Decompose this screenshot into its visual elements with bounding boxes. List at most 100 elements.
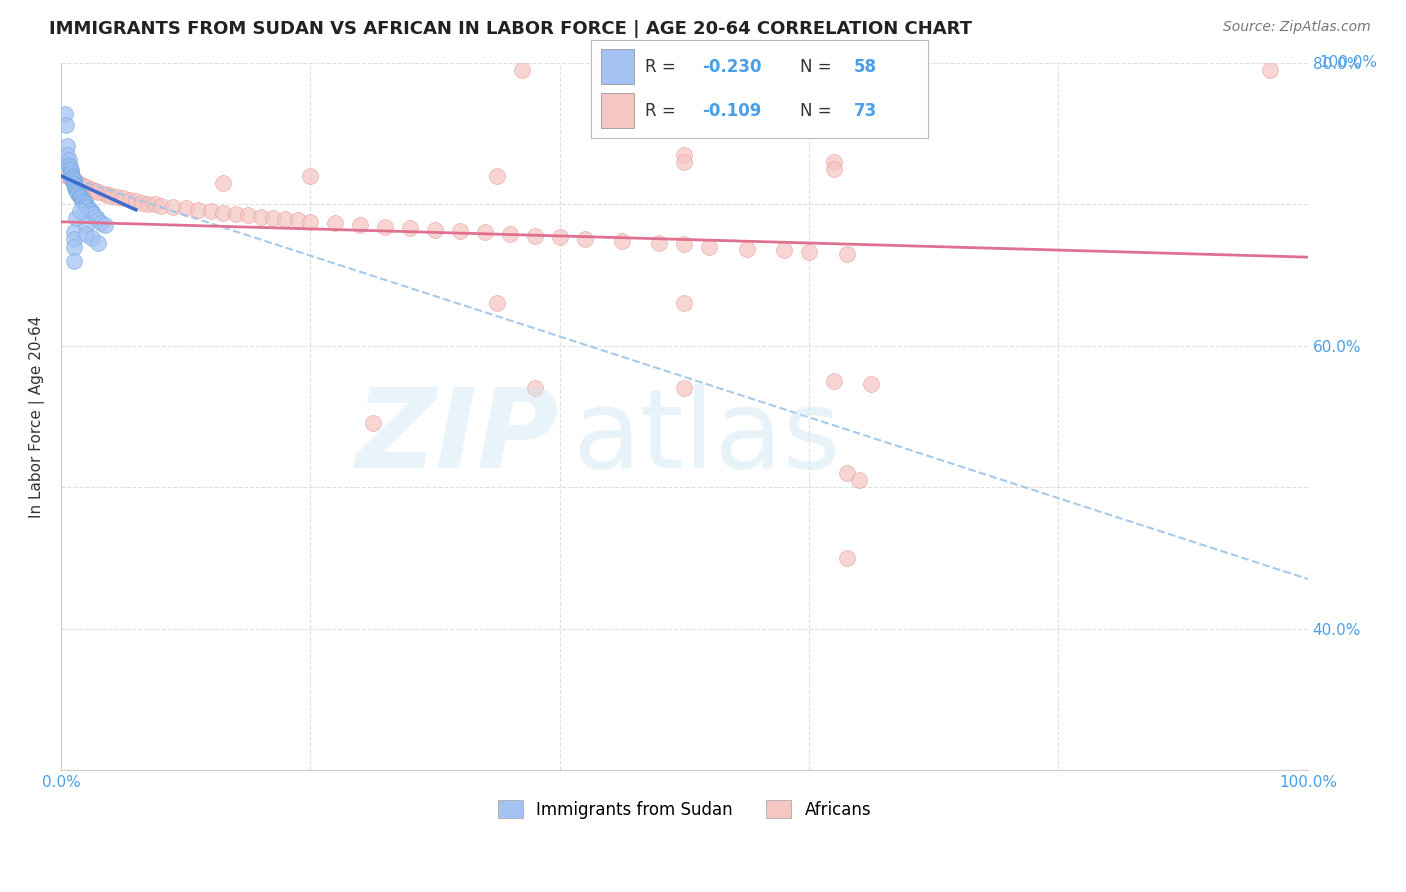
Point xyxy=(62,176,84,190)
Point xyxy=(512,62,534,77)
Text: R =: R = xyxy=(644,102,675,120)
Point xyxy=(69,188,91,202)
Point xyxy=(236,209,259,223)
Point xyxy=(66,184,89,198)
Point xyxy=(60,168,83,182)
Point xyxy=(62,172,84,186)
Text: N =: N = xyxy=(800,102,831,120)
Point xyxy=(65,183,87,197)
Point xyxy=(848,473,870,487)
Point xyxy=(62,178,84,192)
Point xyxy=(823,374,845,388)
Point xyxy=(274,211,297,226)
Point xyxy=(860,377,883,392)
Point xyxy=(75,227,97,241)
Point xyxy=(287,213,309,227)
Point xyxy=(69,178,91,192)
Point xyxy=(523,229,546,244)
Point xyxy=(449,224,471,238)
Point xyxy=(93,186,115,201)
Point xyxy=(93,219,115,233)
Point xyxy=(62,239,84,253)
Point xyxy=(79,202,101,217)
Point xyxy=(262,211,284,226)
Text: Source: ZipAtlas.com: Source: ZipAtlas.com xyxy=(1223,20,1371,34)
Point xyxy=(63,181,86,195)
Point xyxy=(72,178,94,193)
Point xyxy=(90,215,112,229)
Point xyxy=(56,169,79,183)
Text: IMMIGRANTS FROM SUDAN VS AFRICAN IN LABOR FORCE | AGE 20-64 CORRELATION CHART: IMMIGRANTS FROM SUDAN VS AFRICAN IN LABO… xyxy=(49,20,972,37)
Point xyxy=(62,253,84,268)
Point xyxy=(77,202,100,216)
Point xyxy=(58,158,80,172)
Point xyxy=(79,181,101,195)
Point xyxy=(349,219,371,233)
Point xyxy=(67,186,90,201)
Legend: Immigrants from Sudan, Africans: Immigrants from Sudan, Africans xyxy=(491,794,877,825)
Point xyxy=(1260,62,1282,77)
Point xyxy=(62,226,84,240)
Point xyxy=(100,188,122,202)
Text: atlas: atlas xyxy=(572,384,841,491)
Point xyxy=(673,147,696,161)
Point xyxy=(610,234,633,248)
Point xyxy=(835,246,858,260)
Point xyxy=(82,207,104,221)
Point xyxy=(60,169,83,183)
Point xyxy=(118,193,141,207)
Point xyxy=(200,204,222,219)
Point xyxy=(58,153,80,168)
Point xyxy=(75,219,97,233)
Point xyxy=(87,212,110,227)
Point xyxy=(75,197,97,211)
Point xyxy=(63,178,86,193)
Point xyxy=(212,176,235,190)
Point xyxy=(299,215,322,229)
Point xyxy=(399,221,422,235)
Point xyxy=(80,204,103,219)
Point xyxy=(143,197,166,211)
Point xyxy=(548,230,571,244)
Point xyxy=(60,171,83,186)
Point xyxy=(125,194,148,209)
Point xyxy=(174,202,197,216)
Text: 73: 73 xyxy=(853,102,877,120)
Point xyxy=(97,188,120,202)
Point xyxy=(249,210,271,224)
Point xyxy=(72,194,94,208)
Point xyxy=(673,237,696,252)
Point xyxy=(62,174,84,188)
Point xyxy=(323,216,346,230)
Point xyxy=(187,202,209,217)
Point xyxy=(56,139,79,153)
Point xyxy=(84,210,107,224)
Point xyxy=(55,118,77,132)
Point xyxy=(673,296,696,310)
Point xyxy=(523,381,546,395)
Point xyxy=(60,170,83,185)
Point xyxy=(162,200,184,214)
Point xyxy=(82,205,104,219)
Point xyxy=(87,235,110,250)
Point xyxy=(225,207,247,221)
Point xyxy=(797,245,820,260)
Point xyxy=(59,161,82,175)
Point xyxy=(56,147,79,161)
Point xyxy=(70,190,93,204)
Point xyxy=(62,232,84,246)
Text: -0.230: -0.230 xyxy=(702,58,762,76)
Point xyxy=(112,191,135,205)
Point xyxy=(60,165,83,179)
Point xyxy=(149,198,172,212)
Point xyxy=(299,169,322,183)
Point xyxy=(60,172,83,186)
Point xyxy=(59,170,82,185)
Point xyxy=(62,174,84,188)
Point xyxy=(63,179,86,194)
Text: N =: N = xyxy=(800,58,831,76)
Text: 100.0%: 100.0% xyxy=(1319,55,1376,70)
Point xyxy=(82,183,104,197)
Point xyxy=(65,181,87,195)
Point xyxy=(474,226,496,240)
